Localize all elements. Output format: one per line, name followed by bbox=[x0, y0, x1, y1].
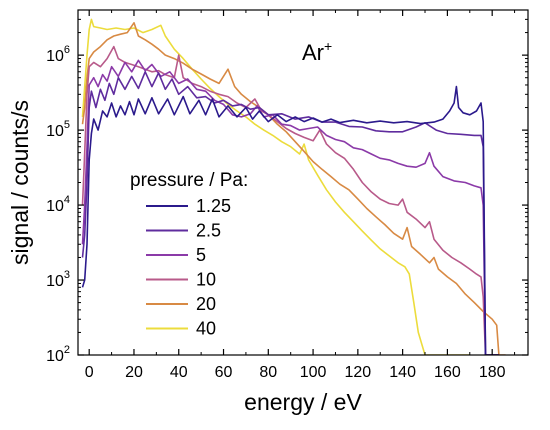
x-tick-label: 40 bbox=[170, 364, 188, 381]
legend-label: 2.5 bbox=[196, 221, 221, 241]
x-axis: 0 20 40 60 80 100 120 140 160 180 bbox=[85, 10, 516, 381]
x-tick-label: 0 bbox=[85, 364, 94, 381]
x-tick-label: 80 bbox=[259, 364, 277, 381]
annotation-superscript: + bbox=[324, 38, 332, 54]
x-tick-label: 120 bbox=[344, 364, 371, 381]
annotation-base: Ar bbox=[302, 40, 324, 65]
legend-title: pressure / Pa: bbox=[130, 170, 248, 191]
series-line-20 bbox=[81, 22, 506, 355]
y-tick-label: 103 bbox=[46, 269, 70, 290]
series-line-40 bbox=[81, 18, 470, 355]
series-line-10 bbox=[81, 45, 499, 355]
series-line-1_25 bbox=[81, 85, 499, 355]
x-axis-label: energy / eV bbox=[244, 389, 362, 415]
x-tick-label: 100 bbox=[300, 364, 327, 381]
legend-label: 1.25 bbox=[196, 196, 231, 216]
species-annotation: Ar+ bbox=[302, 38, 332, 65]
x-tick-label: 160 bbox=[434, 364, 461, 381]
y-tick-label: 105 bbox=[46, 119, 70, 140]
x-tick-label: 60 bbox=[215, 364, 233, 381]
series-line-5 bbox=[81, 59, 499, 355]
legend-label: 5 bbox=[196, 245, 206, 265]
x-tick-label: 140 bbox=[389, 364, 416, 381]
y-axis-label: signal / counts/s bbox=[7, 100, 33, 265]
legend-label: 40 bbox=[196, 319, 216, 339]
y-tick-label: 104 bbox=[46, 194, 70, 215]
x-tick-label: 180 bbox=[479, 364, 506, 381]
x-tick-label: 20 bbox=[125, 364, 143, 381]
legend-label: 20 bbox=[196, 294, 216, 314]
series-layer bbox=[81, 18, 506, 355]
legend: pressure / Pa: 1.25 2.5 5 10 20 40 bbox=[130, 170, 248, 339]
legend-label: 10 bbox=[196, 270, 216, 290]
y-tick-label: 102 bbox=[46, 344, 70, 365]
y-tick-label: 106 bbox=[46, 44, 70, 65]
